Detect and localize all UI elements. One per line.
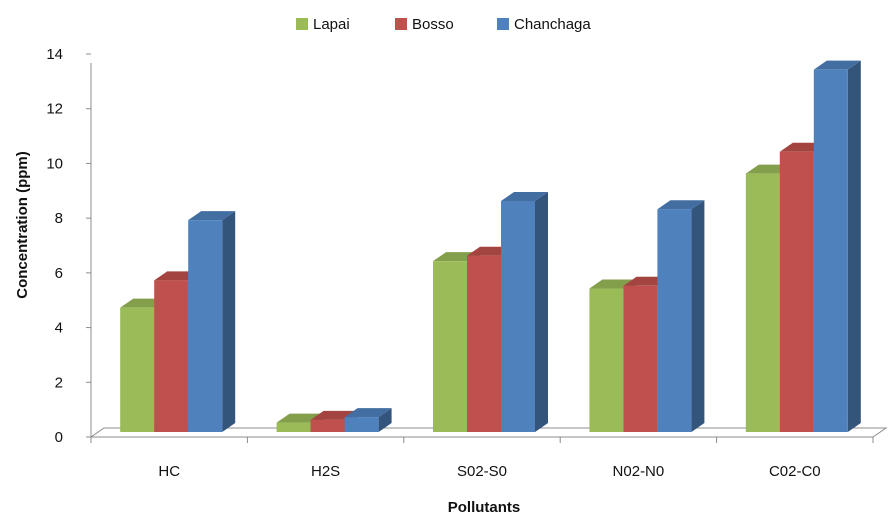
legend-swatch: [296, 18, 308, 30]
bar-front: [623, 286, 657, 432]
bar-front: [154, 280, 188, 432]
legend-item-bosso: Bosso: [395, 16, 454, 33]
y-tick-label: 14: [46, 46, 63, 63]
bar-chanchaga-c02-c0: [814, 61, 861, 432]
bar-front: [345, 417, 379, 432]
y-tick-label: 12: [46, 101, 63, 118]
legend-label: Bosso: [412, 16, 454, 33]
legend-label: Chanchaga: [514, 16, 591, 33]
y-tick-label: 2: [55, 374, 63, 391]
x-axis-title: Pollutants: [448, 499, 521, 516]
x-tick-label: C02-C0: [769, 463, 821, 480]
x-tick-label: S02-S0: [457, 463, 507, 480]
bar-chanchaga-n02-n0: [657, 200, 704, 432]
legend-swatch: [395, 18, 407, 30]
y-tick-label: 0: [55, 429, 63, 446]
bar-side: [535, 192, 548, 432]
bar-front: [467, 256, 501, 432]
bar-front: [433, 261, 467, 432]
bar-front: [188, 220, 222, 432]
legend-item-chanchaga: Chanchaga: [497, 16, 591, 33]
bar-front: [311, 420, 345, 432]
bar-front: [277, 423, 311, 432]
bar-chanchaga-s02-s0: [501, 192, 548, 432]
y-tick-label: 4: [55, 320, 63, 337]
bar-front: [657, 209, 691, 432]
bar-side: [222, 211, 235, 432]
bar-front: [814, 70, 848, 432]
y-tick-label: 8: [55, 210, 63, 227]
x-tick-label: N02-N0: [613, 463, 665, 480]
chart-legend: Lapai Bosso Chanchaga: [296, 16, 591, 33]
bar-chanchaga-hc: [188, 211, 235, 432]
y-axis-title: Concentration (ppm): [14, 151, 31, 299]
y-tick-label: 10: [46, 155, 63, 172]
bar-front: [746, 174, 780, 432]
legend-label: Lapai: [313, 16, 350, 33]
bar-front: [780, 152, 814, 432]
bar-front: [120, 308, 154, 432]
y-tick-label: 6: [55, 265, 63, 282]
bar-front: [501, 201, 535, 432]
bar-front: [589, 289, 623, 432]
x-tick-label: HC: [158, 463, 180, 480]
chart-bars: [120, 61, 861, 432]
legend-item-lapai: Lapai: [296, 16, 350, 33]
x-tick-label: H2S: [311, 463, 340, 480]
bar-side: [848, 61, 861, 432]
legend-swatch: [497, 18, 509, 30]
bar-side: [691, 200, 704, 432]
